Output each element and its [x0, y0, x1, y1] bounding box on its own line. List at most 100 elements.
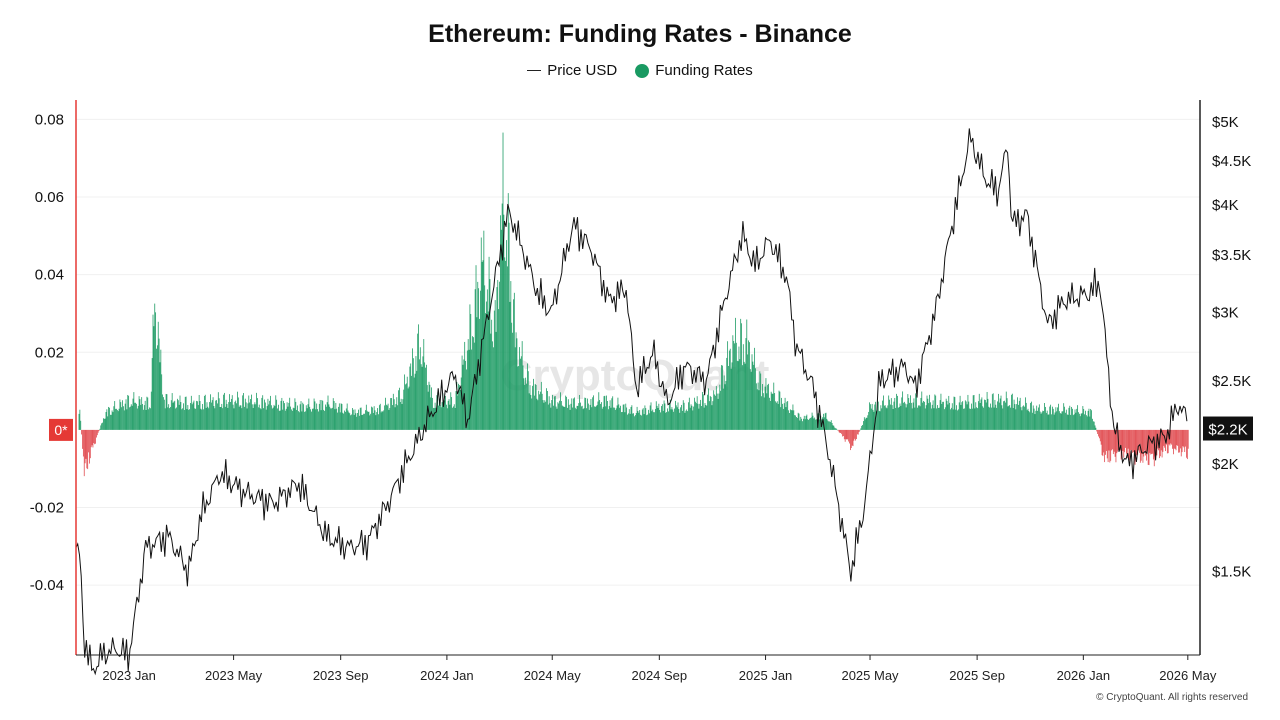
- funding-bar: [619, 407, 621, 430]
- funding-bar: [505, 260, 507, 430]
- funding-bar: [292, 407, 294, 430]
- funding-bar: [591, 407, 593, 430]
- funding-bar: [648, 413, 650, 430]
- funding-bar: [500, 215, 501, 430]
- funding-bar: [400, 398, 402, 430]
- funding-bar: [991, 407, 992, 430]
- funding-bar: [271, 408, 273, 430]
- funding-bar: [1041, 412, 1043, 430]
- funding-bar: [345, 408, 347, 430]
- legend-item-funding[interactable]: Funding Rates: [635, 62, 753, 79]
- funding-bar: [936, 408, 937, 430]
- funding-bar: [110, 414, 112, 430]
- funding-bar: [296, 409, 298, 430]
- funding-bar: [300, 401, 302, 430]
- funding-bar: [1045, 412, 1047, 430]
- funding-bar: [1057, 407, 1058, 430]
- funding-bar: [968, 401, 970, 430]
- funding-bar: [250, 399, 251, 430]
- funding-bar: [574, 407, 576, 430]
- funding-bar: [394, 407, 396, 430]
- funding-bar: [291, 409, 292, 430]
- funding-bar: [248, 395, 250, 430]
- funding-bar: [845, 429, 847, 440]
- right-tick-label: $2K: [1212, 456, 1239, 473]
- funding-bar: [732, 335, 734, 430]
- funding-bar: [873, 411, 875, 430]
- funding-bar: [1186, 429, 1188, 460]
- funding-bar: [491, 319, 493, 430]
- funding-bar: [527, 371, 529, 430]
- funding-bar: [193, 400, 195, 430]
- funding-bar: [947, 404, 949, 430]
- funding-bar: [339, 412, 341, 430]
- funding-bar: [217, 403, 218, 430]
- funding-bar: [523, 378, 525, 430]
- funding-bar: [354, 409, 356, 430]
- funding-bar: [789, 413, 790, 430]
- funding-bar: [998, 402, 1000, 430]
- funding-bar: [471, 349, 473, 430]
- funding-bar: [540, 391, 541, 430]
- funding-bar: [754, 347, 756, 430]
- funding-bar: [999, 398, 1001, 430]
- funding-bar: [482, 260, 484, 430]
- funding-bar: [814, 417, 816, 430]
- funding-bar: [1139, 429, 1140, 453]
- funding-bar: [333, 401, 335, 430]
- funding-bar: [1105, 429, 1107, 451]
- funding-bar: [1022, 406, 1024, 430]
- funding-bar: [965, 401, 967, 430]
- funding-bar: [113, 406, 115, 430]
- funding-bar: [1053, 414, 1055, 430]
- funding-bar: [446, 404, 447, 430]
- funding-bar: [231, 395, 233, 430]
- funding-bar: [581, 405, 583, 430]
- funding-bar: [199, 401, 201, 430]
- funding-bar: [775, 401, 776, 430]
- funding-bar: [118, 408, 120, 430]
- funding-bar: [1145, 429, 1146, 456]
- funding-bar: [312, 408, 314, 430]
- funding-bar: [1049, 406, 1051, 430]
- funding-bar: [415, 356, 417, 430]
- funding-bar: [528, 393, 530, 430]
- funding-bar: [666, 412, 668, 430]
- funding-bar: [798, 413, 800, 430]
- funding-bar: [1071, 406, 1072, 430]
- funding-bar: [493, 347, 494, 430]
- funding-bar: [863, 421, 864, 430]
- funding-bar: [710, 396, 712, 430]
- funding-bar: [801, 418, 803, 430]
- funding-bar: [1021, 410, 1023, 430]
- funding-bar: [397, 405, 399, 430]
- legend-label-funding: Funding Rates: [655, 62, 753, 79]
- funding-bar: [1112, 429, 1114, 455]
- funding-bar: [1117, 429, 1119, 452]
- funding-bar: [206, 402, 208, 430]
- funding-bar: [780, 407, 782, 430]
- funding-bar: [325, 406, 327, 430]
- funding-bar: [518, 365, 520, 430]
- funding-bar: [562, 406, 564, 430]
- funding-bar: [1133, 429, 1135, 458]
- funding-bar: [234, 401, 236, 430]
- funding-bar: [832, 425, 834, 430]
- funding-bar: [966, 404, 968, 430]
- funding-bar: [790, 410, 792, 430]
- funding-bar: [782, 403, 783, 430]
- funding-bar: [418, 324, 419, 430]
- funding-bar: [1093, 421, 1095, 430]
- funding-bar: [623, 404, 625, 430]
- legend-item-price[interactable]: Price USD: [527, 62, 617, 79]
- funding-bar: [876, 411, 877, 430]
- funding-bar: [331, 408, 332, 430]
- funding-bar: [861, 425, 863, 430]
- funding-bar: [137, 405, 139, 430]
- funding-bar: [905, 407, 907, 430]
- funding-bar: [911, 408, 913, 430]
- funding-bar: [386, 405, 388, 430]
- funding-bar: [195, 408, 197, 430]
- funding-bar: [365, 410, 366, 430]
- funding-bar: [762, 393, 764, 430]
